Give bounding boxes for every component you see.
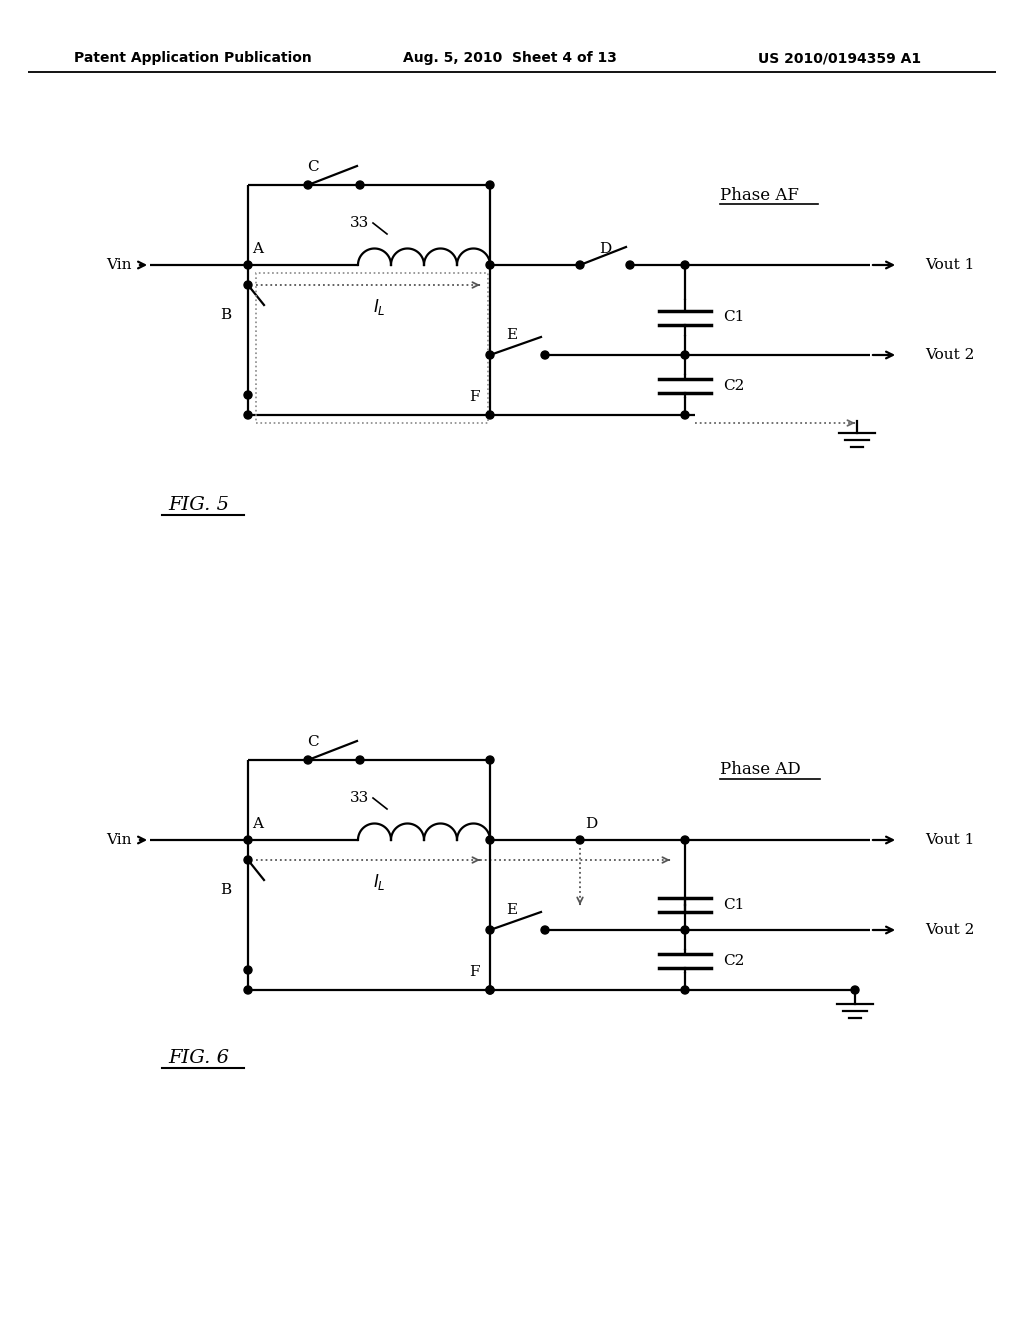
Text: Phase AF: Phase AF	[720, 186, 799, 203]
Text: US 2010/0194359 A1: US 2010/0194359 A1	[759, 51, 922, 65]
Circle shape	[575, 261, 584, 269]
Text: Vin: Vin	[106, 833, 132, 847]
Text: C2: C2	[723, 379, 744, 393]
Text: Vin: Vin	[106, 257, 132, 272]
Text: Patent Application Publication: Patent Application Publication	[74, 51, 312, 65]
Text: A: A	[253, 242, 263, 256]
Text: Vout 1: Vout 1	[925, 833, 975, 847]
Circle shape	[244, 261, 252, 269]
Text: C2: C2	[723, 954, 744, 968]
Circle shape	[851, 986, 859, 994]
Text: C: C	[307, 160, 318, 174]
Circle shape	[244, 986, 252, 994]
Text: 33: 33	[350, 791, 370, 805]
Text: C: C	[307, 735, 318, 748]
Text: E: E	[507, 903, 517, 917]
Circle shape	[681, 351, 689, 359]
Text: Vout 2: Vout 2	[925, 348, 975, 362]
Circle shape	[681, 261, 689, 269]
Circle shape	[681, 986, 689, 994]
Circle shape	[541, 351, 549, 359]
Text: F: F	[469, 965, 479, 979]
Text: B: B	[220, 883, 231, 898]
Text: $I_L$: $I_L$	[373, 873, 385, 892]
Circle shape	[626, 261, 634, 269]
Text: FIG. 5: FIG. 5	[168, 496, 229, 513]
Circle shape	[486, 986, 494, 994]
Circle shape	[486, 351, 494, 359]
Circle shape	[486, 261, 494, 269]
Text: C1: C1	[723, 898, 744, 912]
Text: Phase AD: Phase AD	[720, 762, 801, 779]
Circle shape	[244, 836, 252, 843]
Circle shape	[244, 966, 252, 974]
Text: E: E	[507, 327, 517, 342]
Circle shape	[486, 927, 494, 935]
Circle shape	[541, 927, 549, 935]
Circle shape	[304, 756, 312, 764]
Text: A: A	[253, 817, 263, 832]
Circle shape	[244, 411, 252, 418]
Circle shape	[244, 855, 252, 865]
Circle shape	[356, 756, 364, 764]
Text: C1: C1	[723, 310, 744, 323]
Text: F: F	[469, 389, 479, 404]
Circle shape	[681, 836, 689, 843]
Bar	[256, 273, 488, 422]
Circle shape	[486, 181, 494, 189]
Text: B: B	[220, 308, 231, 322]
Circle shape	[486, 836, 494, 843]
Circle shape	[486, 986, 494, 994]
Circle shape	[356, 181, 364, 189]
Text: Aug. 5, 2010  Sheet 4 of 13: Aug. 5, 2010 Sheet 4 of 13	[403, 51, 616, 65]
Circle shape	[486, 756, 494, 764]
Circle shape	[304, 181, 312, 189]
Circle shape	[244, 281, 252, 289]
Text: $I_L$: $I_L$	[373, 297, 385, 317]
Circle shape	[681, 411, 689, 418]
Text: 33: 33	[350, 216, 370, 230]
Text: FIG. 6: FIG. 6	[168, 1049, 229, 1067]
Circle shape	[486, 411, 494, 418]
Circle shape	[681, 927, 689, 935]
Circle shape	[575, 836, 584, 843]
Text: D: D	[599, 242, 611, 256]
Text: Vout 1: Vout 1	[925, 257, 975, 272]
Circle shape	[244, 391, 252, 399]
Text: Vout 2: Vout 2	[925, 923, 975, 937]
Text: D: D	[585, 817, 597, 832]
